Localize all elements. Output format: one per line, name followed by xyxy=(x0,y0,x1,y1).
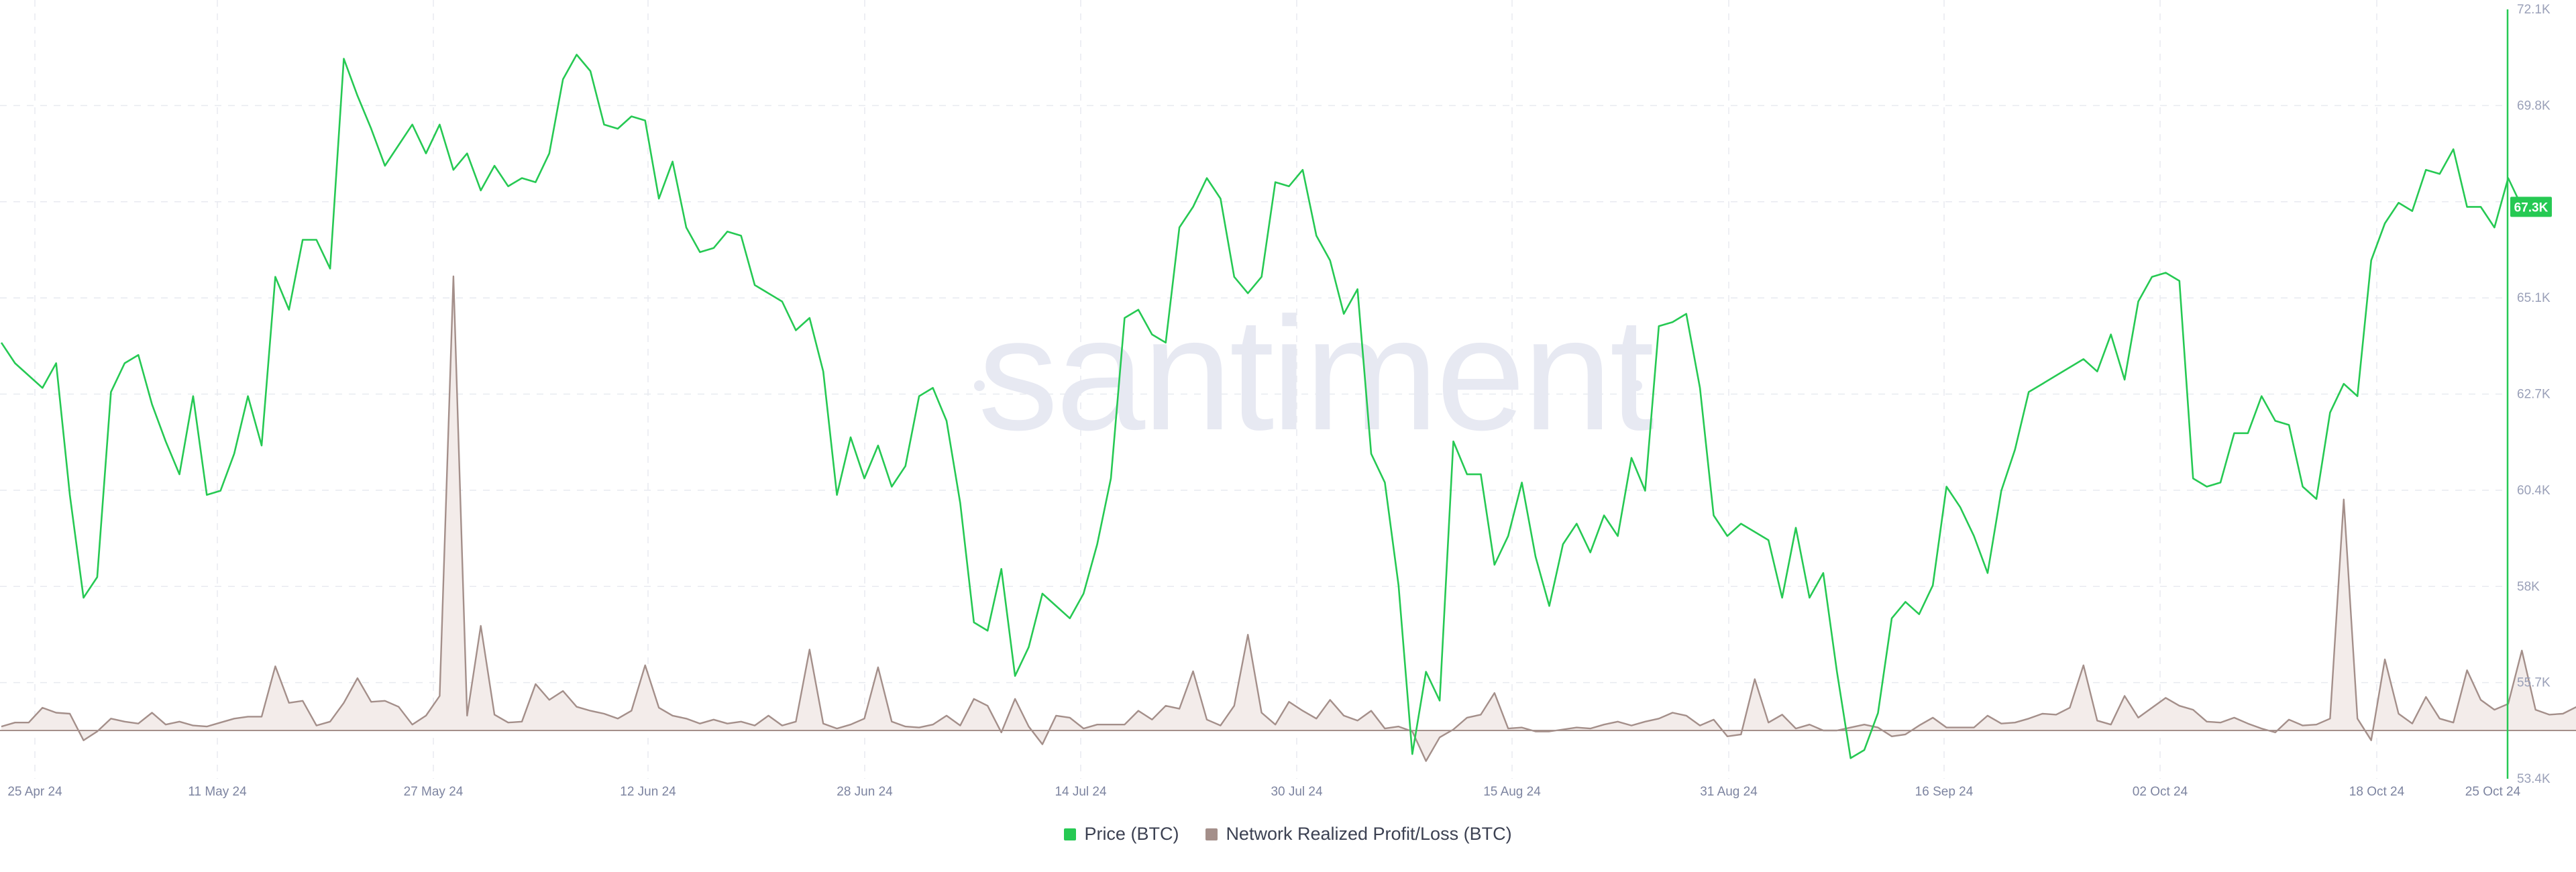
watermark-right-dot xyxy=(1631,380,1642,391)
y-tick-label: 60.4K xyxy=(2517,484,2551,498)
axis-layer: 72.1K 69.8K 67.3K 65.1K 62.7K 60.4K 58K 55.7K 53… xyxy=(7,3,2552,799)
x-tick-label: 02 Oct 24 xyxy=(2133,785,2188,799)
y-tick-label: 72.1K xyxy=(2517,3,2551,17)
y-tick-label: 62.7K xyxy=(2517,388,2551,402)
legend-item-pnl[interactable]: Network Realized Profit/Loss (BTC) xyxy=(1205,824,1512,844)
x-tick-label: 15 Aug 24 xyxy=(1483,785,1541,799)
y-tick-label: 65.1K xyxy=(2517,291,2551,305)
legend-item-price[interactable]: Price (BTC) xyxy=(1064,824,1179,844)
pnl-line xyxy=(1,275,2576,762)
y-tick-label: 58K xyxy=(2517,580,2540,594)
watermark-left-dot xyxy=(974,380,985,391)
x-tick-label: 31 Aug 24 xyxy=(1700,785,1758,799)
x-tick-label: 27 May 24 xyxy=(404,785,464,799)
x-tick-label: 28 Jun 24 xyxy=(837,785,893,799)
legend-swatch-pnl xyxy=(1205,828,1218,840)
x-tick-label: 11 May 24 xyxy=(188,785,247,799)
y-tick-label: 55.7K xyxy=(2517,676,2551,690)
current-price-label: 67.3K xyxy=(2514,201,2548,215)
x-tick-label: 16 Sep 24 xyxy=(1915,785,1974,799)
legend-swatch-price xyxy=(1064,828,1077,840)
legend-label-pnl: Network Realized Profit/Loss (BTC) xyxy=(1226,824,1512,844)
x-tick-label: 18 Oct 24 xyxy=(2349,785,2405,799)
current-price-badge xyxy=(2510,197,2552,217)
y-tick-label: 69.8K xyxy=(2517,99,2551,113)
legend-label-price: Price (BTC) xyxy=(1084,824,1179,844)
watermark: santiment xyxy=(978,284,1654,464)
y-tick-label: 53.4K xyxy=(2517,772,2551,786)
legend: Price (BTC) Network Realized Profit/Loss… xyxy=(0,824,2576,844)
price-line xyxy=(0,54,2523,759)
x-tick-label: 12 Jun 24 xyxy=(620,785,676,799)
series-layer xyxy=(0,54,2576,762)
x-tick-label: 30 Jul 24 xyxy=(1271,785,1323,799)
x-tick-label: 14 Jul 24 xyxy=(1055,785,1107,799)
x-tick-label: 25 Apr 24 xyxy=(7,785,62,799)
x-tick-label: 25 Oct 24 xyxy=(2465,785,2521,799)
